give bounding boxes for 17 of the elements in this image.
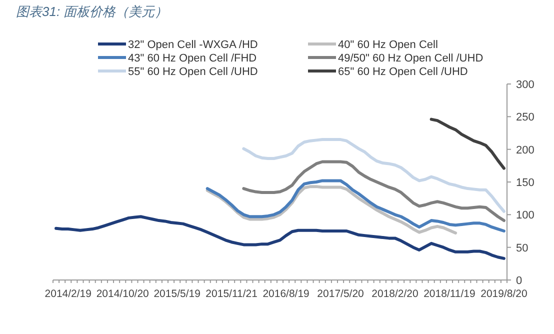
y-tick-label: 0 bbox=[516, 275, 522, 287]
x-tick-label: 2018/2/20 bbox=[372, 288, 418, 300]
x-tick-label: 2014/10/20 bbox=[96, 288, 149, 300]
x-tick-label: 2018/11/19 bbox=[424, 288, 476, 300]
y-tick-label: 150 bbox=[516, 177, 534, 189]
y-tick-label: 100 bbox=[516, 210, 534, 222]
y-tick-label: 50 bbox=[516, 242, 528, 254]
x-tick-label: 2015/5/19 bbox=[154, 288, 200, 300]
y-tick-label: 300 bbox=[516, 79, 534, 91]
x-tick-label: 2014/2/19 bbox=[44, 288, 92, 300]
x-tick-label: 2016/8/19 bbox=[262, 288, 310, 300]
title: 图表31: 面板价格（美元） bbox=[16, 4, 168, 19]
x-tick-label: 2019/8/20 bbox=[480, 288, 528, 300]
y-tick-label: 250 bbox=[516, 112, 534, 124]
y-tick-label: 200 bbox=[516, 144, 534, 156]
x-tick-label: 2017/5/20 bbox=[317, 288, 364, 300]
x-tick-label: 2015/11/21 bbox=[206, 288, 258, 300]
